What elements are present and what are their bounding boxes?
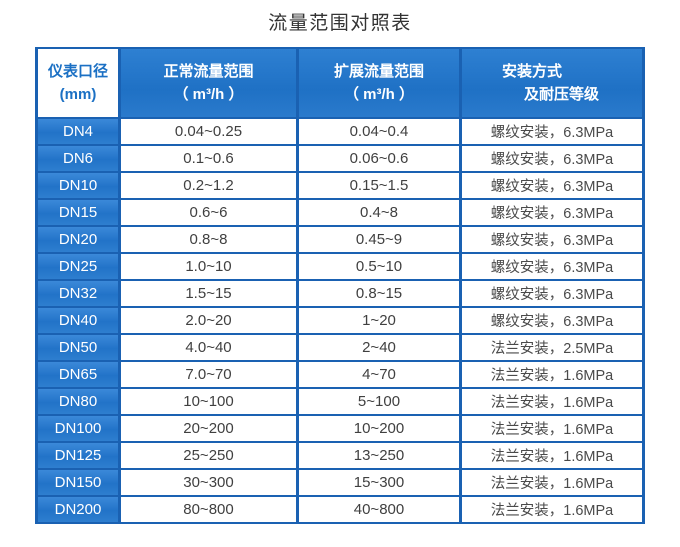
extended-range-cell: 0.45~9	[299, 227, 459, 252]
installation-cell: 法兰安装，1.6MPa	[462, 389, 642, 414]
header-installation-rating-label: 及耐压等级	[524, 86, 600, 103]
table-row: DN4 0.04~0.25 0.04~0.4 螺纹安装，6.3MPa	[38, 119, 642, 144]
diameter-cell: DN125	[38, 443, 118, 468]
table-row: DN15 0.6~6 0.4~8 螺纹安装，6.3MPa	[38, 200, 642, 225]
extended-range-cell: 10~200	[299, 416, 459, 441]
extended-range-cell: 1~20	[299, 308, 459, 333]
diameter-cell: DN10	[38, 173, 118, 198]
installation-cell: 法兰安装，1.6MPa	[462, 497, 642, 522]
diameter-cell: DN25	[38, 254, 118, 279]
table-row: DN20 0.8~8 0.45~9 螺纹安装，6.3MPa	[38, 227, 642, 252]
table-row: DN10 0.2~1.2 0.15~1.5 螺纹安装，6.3MPa	[38, 173, 642, 198]
header-meter-diameter-unit: (mm)	[59, 86, 97, 103]
table-row: DN32 1.5~15 0.8~15 螺纹安装，6.3MPa	[38, 281, 642, 306]
diameter-cell: DN150	[38, 470, 118, 495]
extended-range-cell: 5~100	[299, 389, 459, 414]
header-normal-range-unit: （ m³/h ）	[173, 86, 244, 103]
header-row: 仪表口径 (mm) 正常流量范围 （ m³/h ） 扩展流量范围 （ m³/h …	[38, 49, 642, 117]
normal-range-cell: 2.0~20	[121, 308, 296, 333]
table-row: DN80 10~100 5~100 法兰安装，1.6MPa	[38, 389, 642, 414]
table-row: DN150 30~300 15~300 法兰安装，1.6MPa	[38, 470, 642, 495]
extended-range-cell: 15~300	[299, 470, 459, 495]
header-normal-range-label: 正常流量范围	[163, 62, 254, 80]
normal-range-cell: 0.04~0.25	[121, 119, 296, 144]
extended-range-cell: 13~250	[299, 443, 459, 468]
installation-cell: 螺纹安装，6.3MPa	[462, 119, 642, 144]
extended-range-cell: 4~70	[299, 362, 459, 387]
extended-range-cell: 40~800	[299, 497, 459, 522]
table-row: DN6 0.1~0.6 0.06~0.6 螺纹安装，6.3MPa	[38, 146, 642, 171]
normal-range-cell: 0.6~6	[121, 200, 296, 225]
page-title: 流量范围对照表	[268, 13, 412, 34]
installation-cell: 螺纹安装，6.3MPa	[462, 281, 642, 306]
normal-range-cell: 30~300	[121, 470, 296, 495]
normal-range-cell: 10~100	[121, 389, 296, 414]
normal-range-cell: 4.0~40	[121, 335, 296, 360]
diameter-cell: DN20	[38, 227, 118, 252]
diameter-cell: DN100	[38, 416, 118, 441]
table-row: DN200 80~800 40~800 法兰安装，1.6MPa	[38, 497, 642, 522]
installation-cell: 法兰安装，1.6MPa	[462, 416, 642, 441]
installation-cell: 法兰安装，1.6MPa	[462, 470, 642, 495]
diameter-cell: DN65	[38, 362, 118, 387]
installation-cell: 螺纹安装，6.3MPa	[462, 173, 642, 198]
normal-range-cell: 20~200	[121, 416, 296, 441]
header-extended-range-unit: （ m³/h ）	[344, 86, 414, 103]
normal-range-cell: 0.8~8	[121, 227, 296, 252]
diameter-cell: DN4	[38, 119, 118, 144]
extended-range-cell: 0.06~0.6	[299, 146, 459, 171]
header-meter-diameter: 仪表口径 (mm)	[38, 49, 118, 117]
header-extended-range: 扩展流量范围 （ m³/h ）	[299, 49, 459, 117]
normal-range-cell: 80~800	[121, 497, 296, 522]
normal-range-cell: 1.5~15	[121, 281, 296, 306]
extended-range-cell: 0.15~1.5	[299, 173, 459, 198]
header-normal-range: 正常流量范围 （ m³/h ）	[121, 49, 296, 117]
diameter-cell: DN32	[38, 281, 118, 306]
table-row: DN100 20~200 10~200 法兰安装，1.6MPa	[38, 416, 642, 441]
normal-range-cell: 0.1~0.6	[121, 146, 296, 171]
table-body: DN4 0.04~0.25 0.04~0.4 螺纹安装，6.3MPa DN6 0…	[38, 119, 642, 522]
table-row: DN65 7.0~70 4~70 法兰安装，1.6MPa	[38, 362, 642, 387]
header-installation-label: 安装方式	[502, 62, 563, 80]
installation-cell: 法兰安装，1.6MPa	[462, 443, 642, 468]
normal-range-cell: 1.0~10	[121, 254, 296, 279]
installation-cell: 螺纹安装，6.3MPa	[462, 146, 642, 171]
installation-cell: 螺纹安装，6.3MPa	[462, 254, 642, 279]
installation-cell: 法兰安装，1.6MPa	[462, 362, 642, 387]
installation-cell: 螺纹安装，6.3MPa	[462, 308, 642, 333]
extended-range-cell: 0.04~0.4	[299, 119, 459, 144]
diameter-cell: DN200	[38, 497, 118, 522]
extended-range-cell: 0.8~15	[299, 281, 459, 306]
installation-cell: 法兰安装，2.5MPa	[462, 335, 642, 360]
table-row: DN25 1.0~10 0.5~10 螺纹安装，6.3MPa	[38, 254, 642, 279]
installation-cell: 螺纹安装，6.3MPa	[462, 200, 642, 225]
table-row: DN125 25~250 13~250 法兰安装，1.6MPa	[38, 443, 642, 468]
table-row: DN40 2.0~20 1~20 螺纹安装，6.3MPa	[38, 308, 642, 333]
diameter-cell: DN15	[38, 200, 118, 225]
header-extended-range-label: 扩展流量范围	[333, 62, 424, 80]
installation-cell: 螺纹安装，6.3MPa	[462, 227, 642, 252]
diameter-cell: DN50	[38, 335, 118, 360]
flow-range-table: 仪表口径 (mm) 正常流量范围 （ m³/h ） 扩展流量范围 （ m³/h …	[35, 47, 645, 524]
table-row: DN50 4.0~40 2~40 法兰安装，2.5MPa	[38, 335, 642, 360]
normal-range-cell: 7.0~70	[121, 362, 296, 387]
extended-range-cell: 0.5~10	[299, 254, 459, 279]
extended-range-cell: 2~40	[299, 335, 459, 360]
diameter-cell: DN6	[38, 146, 118, 171]
extended-range-cell: 0.4~8	[299, 200, 459, 225]
normal-range-cell: 0.2~1.2	[121, 173, 296, 198]
diameter-cell: DN80	[38, 389, 118, 414]
table-header: 仪表口径 (mm) 正常流量范围 （ m³/h ） 扩展流量范围 （ m³/h …	[38, 49, 642, 117]
header-meter-diameter-label: 仪表口径	[47, 62, 108, 80]
normal-range-cell: 25~250	[121, 443, 296, 468]
diameter-cell: DN40	[38, 308, 118, 333]
header-installation: 安装方式 及耐压等级	[462, 49, 642, 117]
